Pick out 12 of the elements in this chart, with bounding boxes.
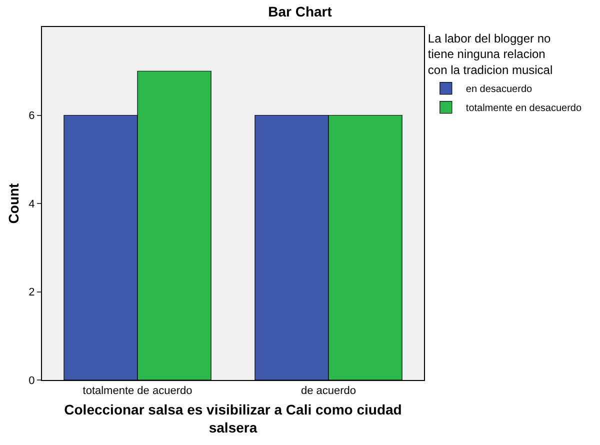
legend-label: en desacuerdo — [466, 84, 533, 96]
y-tick-label: 4 — [28, 198, 35, 210]
y-tick-label: 6 — [28, 110, 35, 122]
legend-title: La labor del blogger no tiene ninguna relacion con la tradicion musical — [428, 32, 553, 77]
y-axis-title: Count — [5, 182, 22, 224]
x-axis-title: Coleccionar salsa es visibilizar a Cali como ciudad salsera — [64, 402, 402, 436]
y-tick-label: 0 — [28, 374, 35, 387]
legend-label: totalmente en desacuerdo — [466, 103, 582, 114]
x-tick-label: de acuerdo — [300, 385, 356, 398]
chart-title: Bar Chart — [268, 3, 332, 20]
y-tick-label: 2 — [28, 286, 35, 299]
x-tick-label: totalmente de acuerdo — [82, 385, 192, 398]
